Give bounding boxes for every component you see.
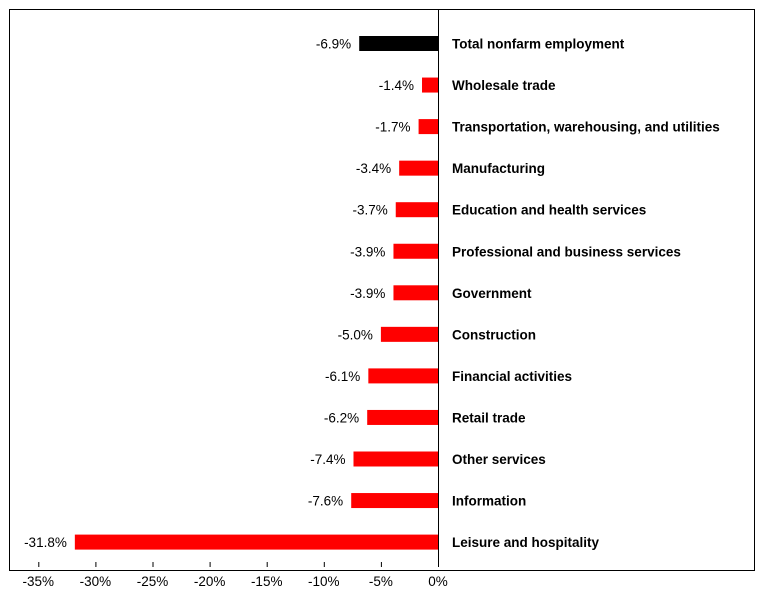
category-label-transportation-warehousing-and-utilities: Transportation, warehousing, and utiliti…: [452, 120, 720, 135]
value-label-leisure-and-hospitality: -31.8%: [24, 535, 67, 550]
x-tick-label: -25%: [137, 574, 169, 589]
bar-financial-activities: [368, 368, 438, 384]
axis-layer: -35% -30% -25% -20% -15% -10% -5% 0%: [23, 10, 448, 589]
x-tick-label: -35%: [23, 574, 55, 589]
value-label-total-nonfarm-employment: -6.9%: [316, 37, 351, 52]
value-label-retail-trade: -6.2%: [324, 410, 359, 425]
value-label-professional-and-business-services: -3.9%: [350, 244, 385, 259]
x-tick-label: -20%: [194, 574, 226, 589]
bar-professional-and-business-services: [393, 243, 438, 259]
category-label-other-services: Other services: [452, 452, 546, 467]
bar-transportation-warehousing-and-utilities: [418, 119, 438, 135]
category-label-manufacturing: Manufacturing: [452, 161, 545, 176]
category-label-information: Information: [452, 494, 526, 509]
value-label-wholesale-trade: -1.4%: [379, 78, 414, 93]
value-label-other-services: -7.4%: [310, 452, 345, 467]
value-label-manufacturing: -3.4%: [356, 161, 391, 176]
category-label-total-nonfarm-employment: Total nonfarm employment: [452, 37, 625, 52]
category-label-wholesale-trade: Wholesale trade: [452, 78, 556, 93]
bars-layer: [74, 36, 439, 550]
category-label-construction: Construction: [452, 327, 536, 342]
x-tick-label: -10%: [308, 574, 340, 589]
category-label-government: Government: [452, 286, 532, 301]
x-tick-label: -15%: [251, 574, 283, 589]
x-tick-label: -30%: [80, 574, 112, 589]
category-label-retail-trade: Retail trade: [452, 410, 526, 425]
bar-construction: [380, 326, 438, 342]
value-label-transportation-warehousing-and-utilities: -1.7%: [375, 120, 410, 135]
plot-frame: [9, 9, 755, 571]
bar-other-services: [353, 451, 438, 467]
category-label-professional-and-business-services: Professional and business services: [452, 244, 681, 259]
bar-wholesale-trade: [422, 77, 438, 93]
value-label-financial-activities: -6.1%: [325, 369, 360, 384]
bar-total-nonfarm-employment: [359, 36, 438, 51]
value-label-construction: -5.0%: [338, 327, 373, 342]
x-tick-label: -5%: [369, 574, 393, 589]
bar-manufacturing: [399, 160, 438, 176]
value-label-education-and-health-services: -3.7%: [352, 203, 387, 218]
labels-layer: -6.9% Total nonfarm employment -1.4% Wholes…: [24, 37, 720, 551]
category-label-education-and-health-services: Education and health services: [452, 203, 646, 218]
bar-leisure-and-hospitality: [74, 534, 439, 550]
category-label-financial-activities: Financial activities: [452, 369, 572, 384]
value-label-government: -3.9%: [350, 286, 385, 301]
bar-information: [351, 493, 438, 509]
bar-government: [393, 285, 438, 301]
value-label-information: -7.6%: [308, 494, 343, 509]
bar-retail-trade: [367, 409, 438, 425]
x-tick-label: 0%: [428, 574, 448, 589]
category-label-leisure-and-hospitality: Leisure and hospitality: [452, 535, 600, 550]
bar-education-and-health-services: [395, 202, 438, 218]
